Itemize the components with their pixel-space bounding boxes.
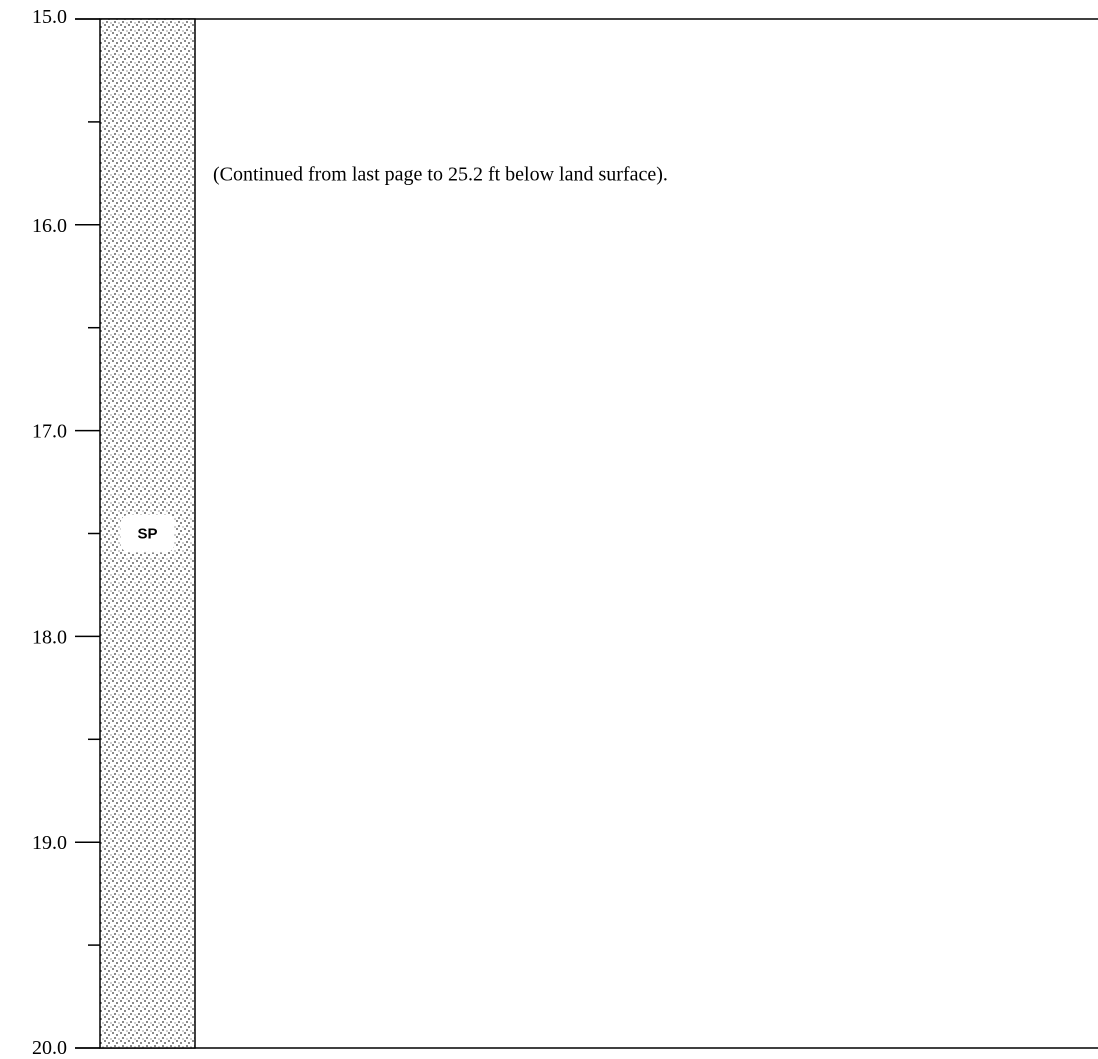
layer-description: (Continued from last page to 25.2 ft bel…: [213, 163, 668, 185]
depth-ticks: [75, 18, 100, 1049]
depth-label: 15.0: [32, 6, 67, 28]
soil-layers: SP: [99, 18, 196, 1049]
depth-labels: 15.0 16.0 17.0 18.0 19.0 20.0: [32, 6, 67, 1059]
depth-label: 16.0: [32, 215, 67, 237]
depth-label: 18.0: [32, 626, 67, 648]
soil-code-label: SP: [137, 526, 157, 543]
depth-label: 19.0: [32, 832, 67, 854]
soil-code-badge: [120, 514, 175, 553]
depth-label: 20.0: [32, 1037, 67, 1059]
depth-label: 17.0: [32, 421, 67, 443]
